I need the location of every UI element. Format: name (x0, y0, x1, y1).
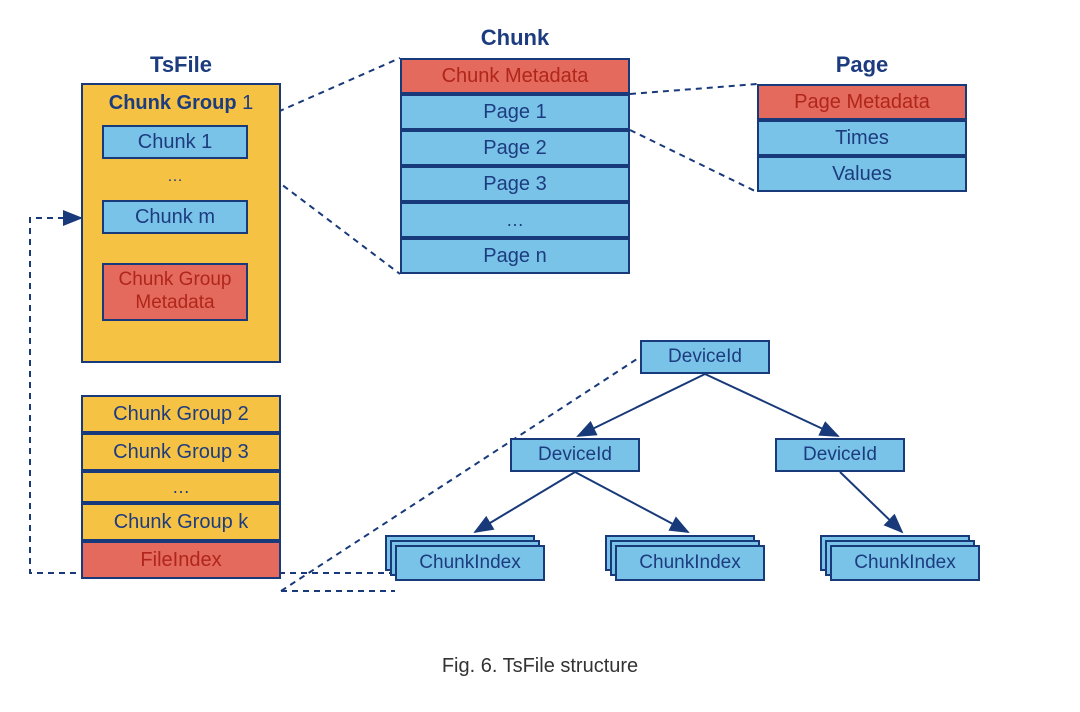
chunk-group-metadata-box: Chunk Group Metadata (102, 263, 248, 321)
chunk-row-2: Page 2 (400, 130, 630, 166)
page-header: Page (757, 52, 967, 78)
tsfile-row-1: Chunk Group 3 (81, 433, 281, 471)
chunk-row-1: Page 1 (400, 94, 630, 130)
tree-mid-right: DeviceId (775, 438, 905, 472)
tree-root: DeviceId (640, 340, 770, 374)
tree-mid-left: DeviceId (510, 438, 640, 472)
tsfile-header: TsFile (81, 52, 281, 78)
leaf-2: ChunkIndex (830, 545, 980, 581)
chunk-m-box: Chunk m (102, 200, 248, 234)
tsfile-row-2: … (81, 471, 281, 503)
chunk-row-0: Chunk Metadata (400, 58, 630, 94)
page-row-2: Values (757, 156, 967, 192)
tsfile-row-3: Chunk Group k (81, 503, 281, 541)
page-row-0: Page Metadata (757, 84, 967, 120)
tsfile-row-fileindex: FileIndex (81, 541, 281, 579)
chunk-ellipsis: … (102, 168, 248, 186)
chunk-group-1-title: Chunk Group 1 (91, 92, 271, 115)
leaf-0: ChunkIndex (395, 545, 545, 581)
chunk-row-5: Page n (400, 238, 630, 274)
chunk-row-3: Page 3 (400, 166, 630, 202)
chunk-row-4: … (400, 202, 630, 238)
tsfile-row-0: Chunk Group 2 (81, 395, 281, 433)
figure-caption: Fig. 6. TsFile structure (0, 655, 1080, 678)
leaf-1: ChunkIndex (615, 545, 765, 581)
page-row-1: Times (757, 120, 967, 156)
tsfile-gap (81, 363, 281, 395)
chunk-header: Chunk (400, 25, 630, 51)
chunk-1-box: Chunk 1 (102, 125, 248, 159)
